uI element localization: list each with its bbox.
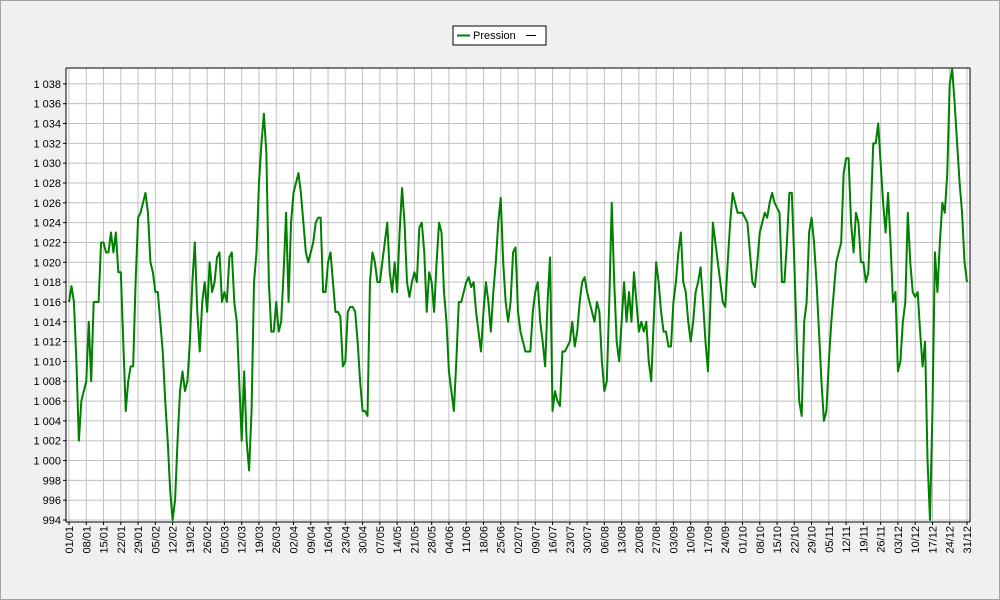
y-tick-label: 1 018 [33,277,61,289]
x-tick-label: 08/10 [755,526,767,554]
y-tick-label: 1 030 [33,158,61,170]
x-tick-label: 17/12 [927,526,939,554]
x-tick-label: 11/06 [461,526,473,553]
y-tick-label: 1 020 [33,257,61,269]
x-tick-label: 05/02 [150,526,162,554]
x-tick-label: 27/08 [651,526,663,554]
y-tick-label: 1 028 [33,178,61,190]
y-tick-label: 998 [43,475,61,487]
x-tick-label: 05/03 [219,526,231,554]
x-tick-label: 08/01 [81,526,93,554]
y-tick-label: 1 012 [33,337,61,349]
x-tick-label: 28/05 [427,526,439,554]
y-tick-label: 1 008 [33,376,61,388]
x-tick-label: 01/01 [64,526,76,554]
x-tick-label: 04/06 [444,526,456,554]
x-tick-label: 25/06 [496,526,508,554]
x-tick-label: 09/04 [306,526,318,554]
x-tick-label: 15/01 [99,526,111,554]
x-tick-label: 01/10 [738,526,750,554]
x-tick-label: 18/06 [478,526,490,554]
y-tick-label: 1 036 [33,99,61,111]
x-tick-label: 03/09 [668,526,680,554]
legend: Pression [452,25,547,46]
x-tick-label: 02/07 [513,526,525,554]
y-tick-label: 1 002 [33,436,61,448]
x-tick-label: 05/11 [824,526,836,553]
x-tick-label: 09/07 [530,526,542,554]
x-tick-label: 15/10 [772,526,784,554]
x-tick-label: 24/09 [720,526,732,554]
y-tick-label: 996 [43,495,61,507]
y-tick-label: 1 034 [33,119,61,131]
line-series [68,67,968,522]
x-tick-label: 16/07 [548,526,560,554]
x-tick-label: 23/07 [565,526,577,554]
y-tick-label: 1 010 [33,356,61,368]
x-tick-label: 16/04 [323,526,335,554]
y-tick-label: 994 [43,515,61,527]
y-tick-label: 1 032 [33,138,61,150]
y-tick-label: 1 016 [33,297,61,309]
x-tick-label: 29/01 [133,526,145,554]
x-tick-label: 03/12 [893,526,905,554]
x-tick-label: 10/09 [686,526,698,554]
x-tick-label: 19/02 [185,526,197,554]
y-tick-label: 1 026 [33,198,61,210]
x-tick-label: 24/12 [945,526,957,554]
x-tick-label: 19/11 [858,526,870,553]
x-tick-label: 20/08 [634,526,646,554]
y-tick-label: 1 024 [33,218,61,230]
x-tick-label: 19/03 [254,526,266,554]
x-tick-label: 12/02 [168,526,180,554]
x-tick-label: 31/12 [962,526,974,554]
x-tick-label: 06/08 [599,526,611,554]
x-tick-label: 12/03 [237,526,249,554]
x-tick-label: 30/04 [358,526,370,554]
y-tick-label: 1 038 [33,79,61,91]
legend-label: Pression [473,30,516,42]
x-tick-label: 26/03 [271,526,283,554]
x-tick-label: 22/10 [789,526,801,554]
x-tick-label: 26/11 [876,526,888,553]
y-tick-label: 1 022 [33,237,61,249]
y-tick-label: 1 014 [33,317,61,329]
x-tick-label: 13/08 [617,526,629,554]
x-tick-label: 30/07 [582,526,594,554]
y-tick-label: 1 000 [33,456,61,468]
y-tick-label: 1 006 [33,396,61,408]
x-tick-label: 07/05 [375,526,387,554]
x-tick-label: 02/04 [289,526,301,554]
x-tick-label: 23/04 [340,526,352,554]
x-tick-label: 21/05 [409,526,421,554]
x-tick-label: 17/09 [703,526,715,554]
x-tick-label: 22/01 [116,526,128,554]
x-tick-label: 26/02 [202,526,214,554]
x-tick-label: 29/10 [807,526,819,554]
x-tick-label: 14/05 [392,526,404,554]
x-tick-label: 10/12 [910,526,922,554]
legend-box [452,25,547,46]
x-tick-label: 12/11 [841,526,853,553]
y-tick-label: 1 004 [33,416,61,428]
